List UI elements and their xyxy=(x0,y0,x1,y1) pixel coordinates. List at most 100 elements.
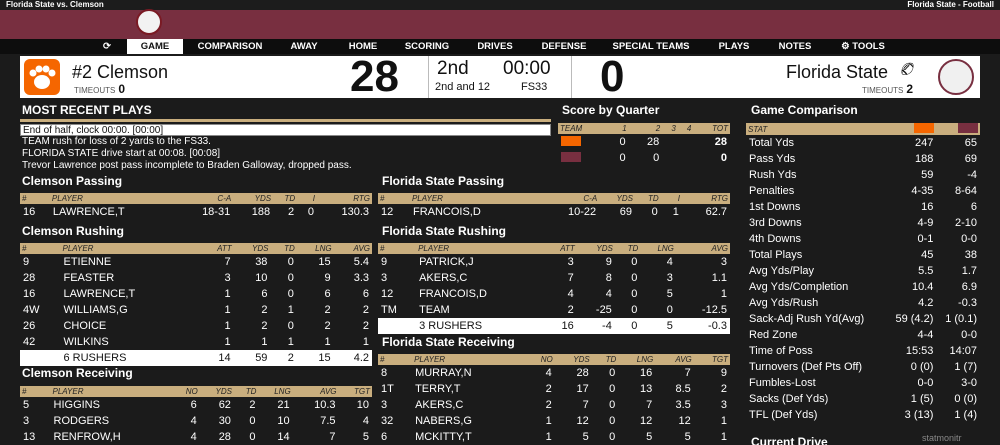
cell: 0 (0) xyxy=(910,361,934,373)
cell: 6.9 xyxy=(961,281,977,293)
cell: 12 xyxy=(678,415,691,427)
clemson-paw-icon xyxy=(561,135,581,146)
table-row[interactable]: 9 ETIENNE 7 38 0 15 5.4 xyxy=(20,254,372,270)
column-header: # xyxy=(378,243,417,254)
away-team-name: #2 Clemson xyxy=(72,62,169,82)
table-row[interactable]: 16 LAWRENCE,T 1 6 0 6 6 xyxy=(20,286,372,302)
table-row[interactable]: 26 CHOICE 1 2 0 2 2 xyxy=(20,318,372,334)
home-timeouts: TIMEOUTS 2 xyxy=(862,82,914,96)
table-row[interactable]: 3 RODGERS 4 30 0 10 7.5 4 xyxy=(20,413,372,429)
table-row[interactable]: 16 LAWRENCE,T 18-31 188 2 0 130.3 xyxy=(20,204,372,220)
fsu-passing-title: Florida State Passing xyxy=(382,174,505,188)
table-row: Penalties 4-35 8-64 xyxy=(746,183,980,199)
cell: WILKINS xyxy=(63,336,109,348)
tab-away[interactable]: AWAY xyxy=(290,41,318,52)
play-item[interactable]: End of half, clock 00:00. [00:00] xyxy=(20,124,551,136)
cell: 0 xyxy=(249,431,256,443)
cell: 14:07 xyxy=(949,345,977,357)
tab-defense[interactable]: DEFENSE xyxy=(541,41,587,52)
tab-notes[interactable]: NOTES xyxy=(778,41,812,52)
tab-game[interactable]: GAME xyxy=(127,39,183,54)
tab-drives[interactable]: DRIVES xyxy=(477,41,513,52)
column-header: TD xyxy=(233,386,259,397)
table-row[interactable]: 12 FRANCOIS,D 10-22 69 0 1 62.7 xyxy=(378,204,730,220)
header-row: # PLAYER ATT YDS TD LNG AVG xyxy=(378,243,730,254)
cell: TFL (Def Yds) xyxy=(749,409,818,421)
cell: 9 xyxy=(720,367,727,379)
table-row[interactable]: 5 HIGGINS 6 62 2 21 10.3 10 xyxy=(20,397,372,413)
cell: 0-0 xyxy=(917,377,934,389)
table-row[interactable]: 32 NABERS,G 1 12 0 12 12 1 xyxy=(378,413,730,429)
current-drive-title: Current Drive xyxy=(751,435,828,445)
tab-scoring[interactable]: SCORING xyxy=(404,41,450,52)
table-row[interactable]: 13 RENFROW,H 4 28 0 14 7 5 xyxy=(20,429,372,445)
cell: 2 xyxy=(545,399,552,411)
cell: 4 xyxy=(545,367,552,379)
cell: 14 xyxy=(277,431,290,443)
column-header: ATT xyxy=(200,243,234,254)
clemson-rushing-table: # PLAYER ATT YDS TD LNG AVG 9 ETIENNE 7 38 0 15 5.4 28… xyxy=(20,243,372,366)
table-row[interactable]: 1T TERRY,T 2 17 0 13 8.5 2 xyxy=(378,381,730,397)
cell: 10 xyxy=(356,399,369,411)
cell: 9 xyxy=(605,256,612,268)
table-row: Total Plays 45 38 xyxy=(746,247,980,263)
cell: 5 xyxy=(582,431,589,443)
cell: 6 xyxy=(362,288,369,300)
fsu-rushing-title: Florida State Rushing xyxy=(382,224,507,238)
home-team-name: Florida State xyxy=(786,62,889,82)
game-clock-panel: 2nd 00:00 2nd and 12 FS33 xyxy=(428,56,572,98)
tab-tools[interactable]: ⚙ TOOLS xyxy=(835,39,891,54)
table-row[interactable]: TM TEAM 2 -25 0 0 -12.5 xyxy=(378,302,730,318)
cell: 1 xyxy=(720,431,727,443)
table-row[interactable]: 9 PATRICK,J 3 9 0 4 3 xyxy=(378,254,730,270)
clemson-paw-icon xyxy=(24,59,60,95)
cell: WILLIAMS,G xyxy=(63,304,128,316)
table-row[interactable]: 4W WILLIAMS,G 1 2 1 2 2 xyxy=(20,302,372,318)
table-row: Red Zone 4-4 0-0 xyxy=(746,327,980,343)
cell: 4.2 xyxy=(333,350,372,366)
cell: 0 xyxy=(287,320,294,332)
table-row[interactable]: 42 WILKINS 1 1 1 1 1 xyxy=(20,334,372,350)
table-row[interactable]: 8 MURRAY,N 4 28 0 16 7 9 xyxy=(378,365,730,381)
cell xyxy=(558,134,606,150)
table-row: 0 0 0 xyxy=(558,150,730,166)
cell: 3 xyxy=(23,415,30,427)
cell: 3 RUSHERS xyxy=(416,318,545,334)
cell: 2 xyxy=(362,320,369,332)
table-row[interactable]: 12 FRANCOIS,D 4 4 0 5 1 xyxy=(378,286,730,302)
tab-home[interactable]: HOME xyxy=(348,41,378,52)
totals-row: 3 RUSHERS 16 -4 0 5 -0.3 xyxy=(378,318,730,334)
column-header: # xyxy=(20,193,50,204)
fsu-passing-table: # PLAYER C-A YDS TD I RTG 12 FRANCOIS,D 10-22 69 0 1… xyxy=(378,193,730,220)
tab-plays[interactable]: PLAYS xyxy=(718,41,750,52)
refresh-icon[interactable]: ⟳ xyxy=(103,41,111,52)
table-row[interactable]: 6 MCKITTY,T 1 5 0 5 5 1 xyxy=(378,429,730,445)
cell: MCKITTY,T xyxy=(415,431,472,443)
cell: 1 xyxy=(324,336,331,348)
column-header: TD xyxy=(634,193,661,204)
table-row[interactable]: 3 AKERS,C 7 8 0 3 1.1 xyxy=(378,270,730,286)
main-nav: ⟳ GAME COMPARISON AWAY HOME SCORING DRIV… xyxy=(0,39,1000,54)
scoreboard: #2 Clemson TIMEOUTS 0 28 2nd 00:00 2nd an… xyxy=(20,55,980,99)
cell: 0 xyxy=(619,152,626,164)
clemson-receiving-table: # PLAYER NO YDS TD LNG AVG TGT 5 HIGGINS 6 62 2 21 10.… xyxy=(20,386,372,445)
cell: 4 xyxy=(666,256,673,268)
cell: 0 xyxy=(631,272,638,284)
tab-comparison[interactable]: COMPARISON xyxy=(197,41,263,52)
cell: 0-0 xyxy=(961,329,977,341)
play-item[interactable]: TEAM rush for loss of 2 yards to the FS3… xyxy=(22,136,211,147)
recent-plays-divider xyxy=(20,119,551,122)
tab-special-teams[interactable]: SPECIAL TEAMS xyxy=(612,41,690,52)
cell: 5 xyxy=(684,431,691,443)
cell: 4-35 xyxy=(911,185,934,197)
cell: 13 xyxy=(640,383,653,395)
table-row[interactable]: 3 AKERS,C 2 7 0 7 3.5 3 xyxy=(378,397,730,413)
play-item[interactable]: Trevor Lawrence post pass incomplete to … xyxy=(22,160,352,171)
play-item[interactable]: FLORIDA STATE drive start at 00:08. [00:… xyxy=(22,148,221,159)
fsu-rushing-table: # PLAYER ATT YDS TD LNG AVG 9 PATRICK,J 3 9 0 4 3 3 AKE… xyxy=(378,243,730,334)
cell: FRANCOIS,D xyxy=(412,206,481,218)
cell: 18-31 xyxy=(202,206,231,218)
column-header: TGT xyxy=(693,354,730,365)
cell: 7 xyxy=(329,431,336,443)
table-row[interactable]: 28 FEASTER 3 10 0 9 3.3 xyxy=(20,270,372,286)
